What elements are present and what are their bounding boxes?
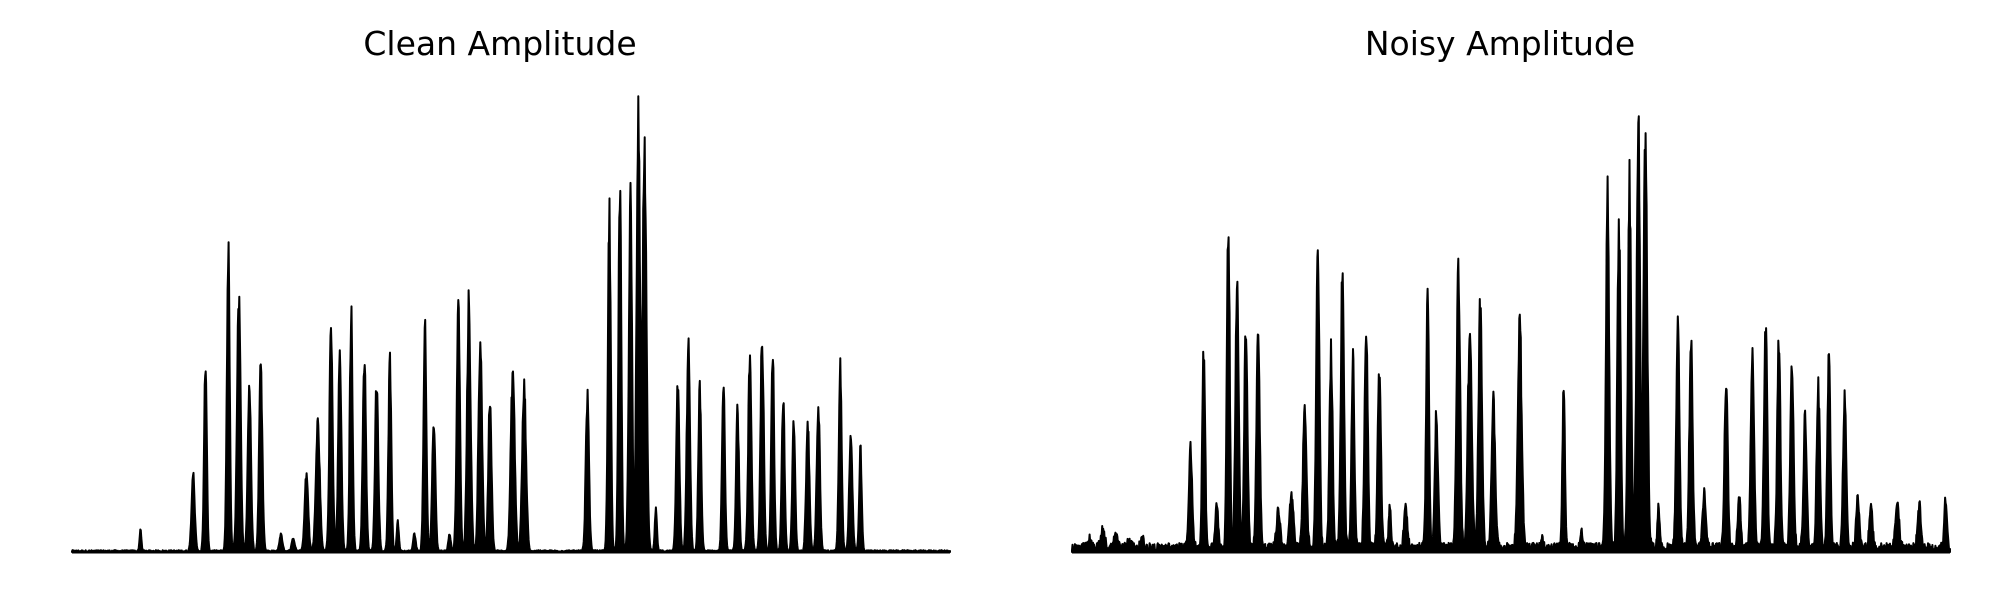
clean-amplitude-panel: Clean Amplitude xyxy=(71,24,951,554)
chart-title: Clean Amplitude xyxy=(363,24,637,63)
noisy-amplitude-panel: Noisy Amplitude xyxy=(1000,0,2000,600)
chart-title: Noisy Amplitude xyxy=(1364,24,1636,63)
noisy-amplitude-plot xyxy=(1071,115,1951,554)
amplitude-envelope xyxy=(1071,115,1951,553)
clean-amplitude-plot xyxy=(71,95,951,554)
amplitude-envelope xyxy=(71,95,951,553)
